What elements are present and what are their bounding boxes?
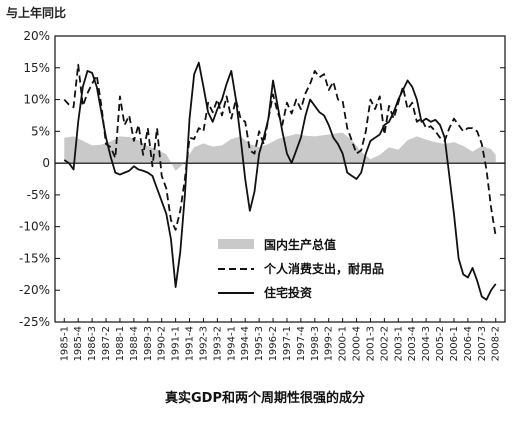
legend-label: 住宅投资	[264, 285, 312, 300]
plot-area: 20%15%10%5%0-5%-10%-15%-20%-25%1985-1 198…	[19, 29, 506, 361]
y-tick-label: -10%	[19, 220, 50, 234]
plot-frame	[54, 35, 506, 323]
x-tick-label: 1991-4	[185, 326, 196, 361]
x-tick-label: 2008-2	[491, 326, 502, 361]
x-tick-label: 1999-2	[324, 326, 335, 361]
x-tick-label: 1993-2	[212, 326, 223, 361]
x-tick-label: 2007-3	[477, 326, 488, 361]
series-line-residential	[63, 61, 497, 301]
y-tick-label: -5%	[27, 188, 50, 202]
y-tick-label: 5%	[31, 124, 50, 138]
x-tick-label: 1997-4	[296, 326, 307, 361]
x-tick-label: 2006-1	[449, 326, 460, 361]
x-tick-label: 1998-3	[310, 326, 321, 361]
x-tick-label: 2006-4	[463, 326, 474, 361]
x-tick-label: 1996-2	[268, 326, 279, 361]
x-tick-label: 1991-1	[171, 326, 182, 361]
y-tick-label: 10%	[23, 93, 50, 107]
y-tick-label: 0	[42, 156, 50, 170]
x-tick-label: 2000-4	[352, 326, 363, 361]
y-tick-label: 20%	[23, 29, 50, 43]
x-tick-label: 2003-1	[393, 326, 404, 361]
legend-label: 个人消费支出，耐用品	[263, 261, 384, 276]
x-tick-label: 1985-4	[73, 326, 84, 361]
legend-label: 国内生产总值	[264, 237, 336, 252]
x-tick-label: 1989-3	[143, 326, 154, 361]
series-area-gdp	[64, 132, 496, 171]
x-tick-label: 1994-4	[240, 326, 251, 361]
x-tick-label: 2000-1	[338, 326, 349, 361]
y-unit-label: 与上年同比	[6, 5, 66, 20]
x-tick-label: 2004-3	[421, 326, 432, 361]
chart-caption: 真实GDP和两个周期性很强的成分	[165, 390, 365, 406]
y-tick-label: -15%	[19, 251, 50, 265]
y-tick-label: -20%	[19, 283, 50, 297]
x-tick-label: 1994-1	[226, 326, 237, 361]
x-tick-label: 2002-2	[379, 326, 390, 361]
x-tick-label: 2001-3	[365, 326, 376, 361]
x-tick-label: 1990-2	[157, 326, 168, 361]
x-tick-label: 1988-1	[115, 326, 126, 361]
x-tick-label: 1992-3	[198, 326, 209, 361]
x-tick-label: 1988-4	[129, 326, 140, 361]
x-tick-label: 1987-2	[101, 326, 112, 361]
legend-swatch-gdp	[218, 239, 254, 249]
y-tick-label: 15%	[23, 61, 50, 75]
x-tick-label: 1985-1	[59, 326, 70, 361]
x-tick-label: 1997-1	[282, 326, 293, 361]
x-tick-label: 2003-4	[407, 326, 418, 361]
x-tick-label: 2005-2	[435, 326, 446, 361]
x-tick-label: 1995-3	[254, 326, 265, 361]
x-tick-label: 1986-3	[87, 326, 98, 361]
y-tick-label: -25%	[19, 315, 50, 329]
